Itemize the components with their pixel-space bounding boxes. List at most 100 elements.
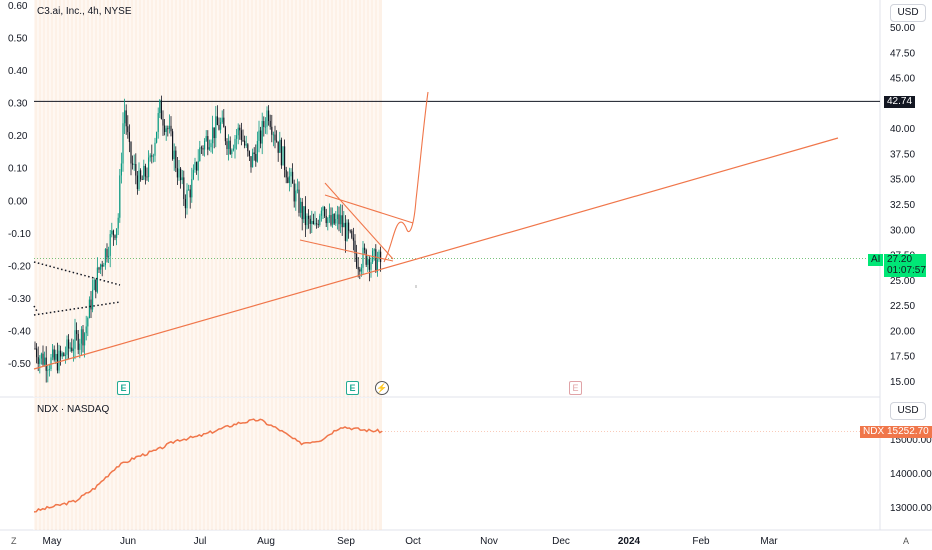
candle-body: [63, 353, 65, 356]
candle-body: [248, 151, 250, 157]
price-axis-tick: 45.00: [890, 74, 915, 85]
candle-body: [98, 267, 100, 270]
candle-body: [359, 269, 361, 272]
candle-body: [244, 140, 246, 146]
candle-body: [245, 144, 247, 146]
candle-body: [333, 213, 335, 224]
candle-body: [280, 139, 282, 166]
earnings-event-icon[interactable]: E: [346, 381, 359, 395]
candle-body: [223, 117, 225, 128]
candle-body: [340, 215, 342, 225]
time-axis-tick: Dec: [552, 536, 570, 547]
candle-body: [365, 250, 367, 265]
currency-selector[interactable]: USD: [890, 4, 926, 22]
candle-body: [301, 201, 303, 220]
candle-body: [164, 125, 166, 132]
time-axis-tick: 2024: [618, 536, 641, 547]
time-axis-tick: Feb: [692, 536, 710, 547]
price-axis-tick: 22.50: [890, 301, 915, 312]
candle-body: [269, 120, 271, 127]
candle-body: [239, 127, 241, 131]
candle-body: [48, 369, 50, 370]
candle-body: [298, 189, 300, 213]
candle-body: [64, 354, 66, 356]
candle-body: [79, 343, 81, 350]
candle-body: [88, 299, 90, 319]
candle-body: [140, 170, 142, 180]
earnings-event-icon[interactable]: E: [117, 381, 130, 395]
candle-body: [146, 176, 148, 178]
zoom-toggle[interactable]: Z: [11, 536, 17, 546]
candle-body: [124, 110, 126, 124]
candle-body: [213, 127, 215, 139]
candle-body: [84, 333, 86, 346]
candle-body: [314, 223, 316, 225]
candle-body: [237, 127, 239, 136]
candle-body: [58, 350, 60, 371]
candle-body: [335, 218, 337, 224]
candle-body: [352, 237, 354, 241]
candle-body: [61, 353, 63, 357]
candle-body: [87, 318, 89, 327]
ndx-line: [33, 418, 383, 513]
candle-body: [47, 369, 49, 371]
candle-body: [261, 121, 263, 144]
candle-body: [303, 206, 305, 220]
candle-body: [50, 357, 52, 370]
candle-body: [60, 350, 62, 357]
candle-body: [117, 217, 119, 229]
price-axis-tick: 32.50: [890, 200, 915, 211]
candle-body: [120, 163, 122, 176]
candle-body: [186, 189, 188, 209]
candle-body: [101, 264, 103, 267]
session-band-lower: [34, 398, 382, 530]
candle-body: [189, 189, 191, 198]
price-axis-tick: 37.50: [890, 149, 915, 160]
candle-body: [176, 168, 178, 178]
candle-body: [311, 220, 313, 224]
candle-body: [344, 222, 346, 241]
candle-body: [151, 155, 153, 157]
upcoming-earnings-icon[interactable]: E: [569, 381, 582, 395]
secondary-currency-selector[interactable]: USD: [890, 402, 926, 420]
chart-title: C3.ai, Inc., 4h, NYSE: [37, 6, 132, 17]
candle-body: [255, 153, 257, 162]
candle-body: [348, 222, 350, 231]
candle-body: [357, 266, 359, 270]
candle-body: [295, 190, 297, 202]
candle-body: [292, 171, 294, 184]
candle-body: [274, 134, 276, 141]
time-axis-tick: Oct: [405, 536, 421, 547]
candle-body: [317, 224, 319, 225]
candle-body: [44, 357, 46, 365]
candle-body: [236, 135, 238, 139]
candle-body: [93, 279, 95, 290]
candle-body: [332, 213, 334, 225]
auto-scale-toggle[interactable]: A: [903, 536, 910, 546]
candle-body: [330, 215, 332, 225]
candle-body: [252, 152, 254, 168]
candle-body: [45, 357, 47, 371]
candle-body: [152, 155, 154, 157]
candle-body: [95, 279, 97, 292]
candle-body: [322, 206, 324, 211]
candle-body: [272, 134, 274, 136]
candle-body: [167, 128, 169, 130]
candle-body: [80, 329, 82, 344]
candle-body: [116, 228, 118, 238]
dividend-lightning-icon[interactable]: ⚡: [375, 381, 389, 395]
ndx-symbol-badge: NDX: [860, 426, 888, 438]
candle-body: [253, 152, 255, 154]
candle-body: [104, 249, 106, 265]
time-axis-tick: Mar: [760, 536, 778, 547]
candle-body: [370, 262, 372, 270]
candle-body: [159, 100, 161, 114]
candle-body: [228, 140, 230, 150]
candle-body: [53, 349, 55, 360]
candle-body: [205, 136, 207, 141]
candle-body: [282, 146, 284, 166]
candle-body: [144, 165, 146, 177]
candle-body: [69, 347, 71, 349]
time-axis-tick: Sep: [337, 536, 355, 547]
